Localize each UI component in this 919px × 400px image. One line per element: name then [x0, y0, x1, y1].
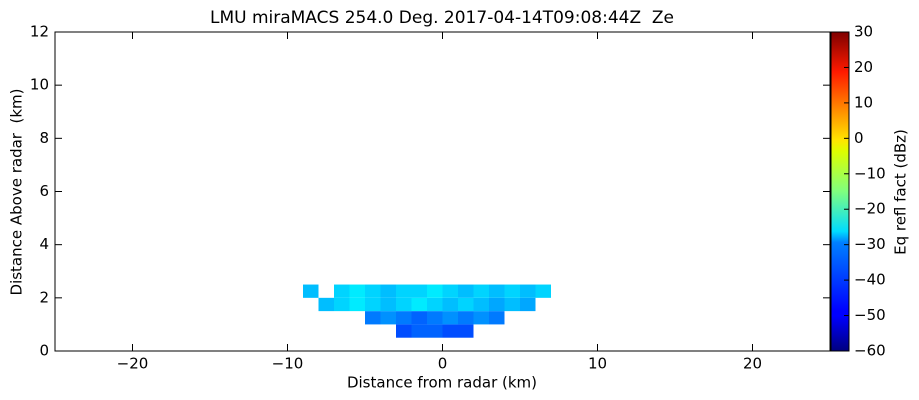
chart-title: LMU miraMACS 254.0 Deg. 2017-04-14T09:08…	[210, 8, 674, 28]
y-tick-label: 2	[39, 288, 49, 306]
echo-cell	[380, 311, 396, 325]
echo-cell	[442, 311, 458, 325]
echo-cell	[396, 324, 412, 338]
colorbar-tick-label: −20	[854, 200, 886, 218]
y-tick-label: 8	[39, 129, 49, 147]
x-tick-label: 10	[588, 355, 607, 373]
echo-cell	[365, 311, 381, 325]
echo-cell	[458, 324, 474, 338]
echo-cell	[427, 297, 443, 312]
echo-cell	[458, 284, 474, 298]
echo-cell	[458, 297, 474, 312]
echo-cell	[473, 311, 489, 325]
echo-cell	[520, 297, 536, 312]
echo-cell	[334, 284, 350, 298]
echo-cell	[489, 297, 505, 312]
colorbar-tick-label: 0	[854, 129, 864, 147]
colorbar-tick-label: −50	[854, 306, 886, 324]
y-tick-label: 10	[30, 76, 49, 94]
echo-cell	[489, 284, 505, 298]
colorbar-tick-label: −60	[854, 342, 886, 360]
echo-cell	[504, 297, 520, 312]
colorbar-label: Eq refl fact (dBz)	[892, 129, 910, 255]
echo-cell	[473, 284, 489, 298]
echo-cell	[396, 311, 412, 325]
echo-cell	[349, 297, 365, 312]
echo-cell	[365, 297, 381, 312]
echo-cell	[303, 284, 319, 298]
echo-cell	[365, 284, 381, 298]
y-tick-label: 4	[39, 235, 49, 253]
y-tick-label: 0	[39, 342, 49, 360]
y-tick-label: 6	[39, 182, 49, 200]
y-tick-label: 12	[30, 23, 49, 41]
x-tick-label: 20	[743, 355, 762, 373]
colorbar-tick-label: 20	[854, 58, 873, 76]
echo-cell	[411, 311, 427, 325]
echo-cell	[504, 284, 520, 298]
echo-cell	[427, 311, 443, 325]
echo-cell	[380, 284, 396, 298]
echo-cell	[411, 297, 427, 312]
x-axis-label: Distance from radar (km)	[347, 374, 537, 392]
echo-cell	[442, 297, 458, 312]
colorbar	[830, 31, 850, 352]
echo-cell	[411, 324, 427, 338]
echo-cell	[334, 297, 350, 312]
colorbar-tick-label: −30	[854, 235, 886, 253]
colorbar-tick-label: −10	[854, 164, 886, 182]
echo-cell	[489, 311, 505, 325]
echo-cell	[458, 311, 474, 325]
echo-cell	[380, 297, 396, 312]
echo-cell	[473, 297, 489, 312]
x-tick-label: −10	[272, 355, 304, 373]
colorbar-tick-label: 30	[854, 23, 873, 41]
echo-cell	[442, 284, 458, 298]
echo-cell	[396, 297, 412, 312]
echo-cell	[318, 297, 334, 312]
echo-cell	[535, 284, 551, 298]
y-axis-label: Distance Above radar (km)	[8, 89, 26, 296]
echo-cell	[396, 284, 412, 298]
echo-cell	[520, 284, 536, 298]
colorbar-tick-label: −40	[854, 271, 886, 289]
echo-cell	[442, 324, 458, 338]
x-tick-label: −20	[117, 355, 149, 373]
x-tick-label: 0	[438, 355, 448, 373]
colorbar-tick-label: 10	[854, 93, 873, 111]
echo-cell	[427, 324, 443, 338]
echo-cell	[349, 284, 365, 298]
echo-cell	[411, 284, 427, 298]
echo-cell	[427, 284, 443, 298]
